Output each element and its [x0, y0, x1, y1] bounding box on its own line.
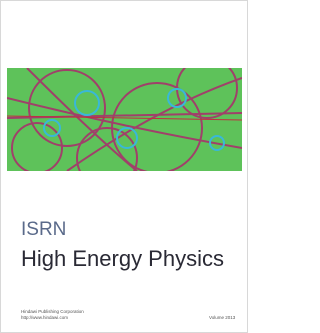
- journal-cover: ISRN High Energy Physics Hindawi Publish…: [0, 0, 248, 333]
- publisher: Hindawi Publishing Corporation: [21, 309, 84, 314]
- journal-title: High Energy Physics: [21, 246, 224, 272]
- publisher-url: http://www.hindawi.com: [21, 315, 68, 320]
- volume: Volume 2013: [209, 315, 235, 320]
- journal-prefix: ISRN: [21, 219, 66, 241]
- cover-image: [7, 68, 242, 171]
